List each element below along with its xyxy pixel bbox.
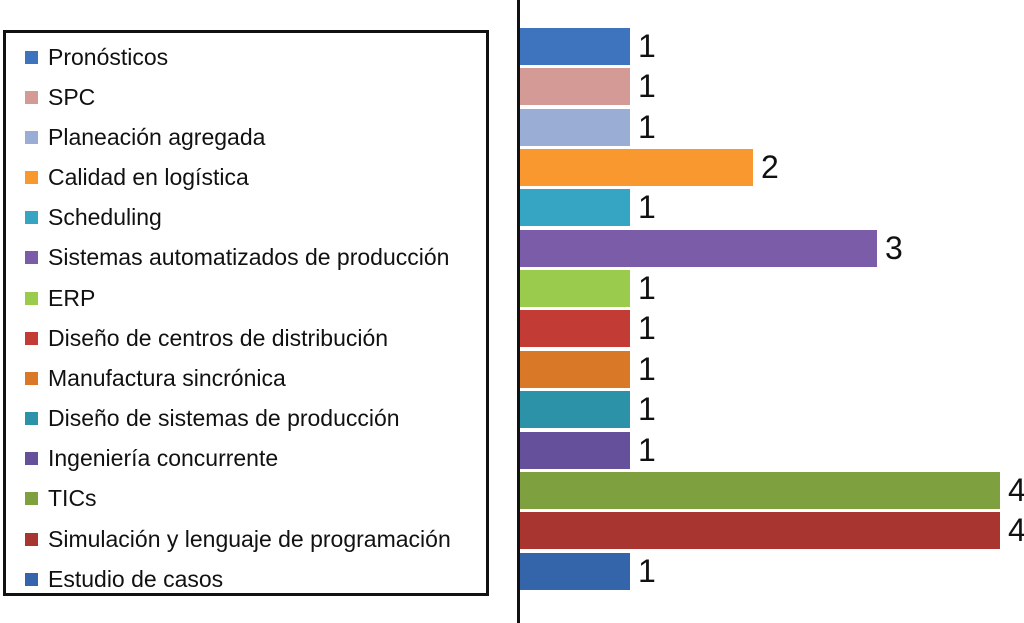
legend-swatch-icon: [25, 452, 38, 466]
bar-row: 2: [520, 149, 1024, 186]
legend-item-label: SPC: [48, 83, 96, 110]
legend-item-label: TICs: [48, 485, 97, 512]
legend-item: Ingeniería concurrente: [25, 445, 279, 472]
bar-value-label: 1: [638, 553, 656, 589]
bar-row: 4: [520, 472, 1024, 509]
bar-value-label: 1: [638, 310, 656, 346]
bar-value-label: 1: [638, 351, 656, 387]
bar-value-label: 1: [638, 28, 656, 64]
bar-value-label: 3: [885, 230, 903, 266]
legend-swatch-icon: [25, 412, 38, 426]
plot-area: 1 1 1 2 1 3 1 1 1 1 1 4 4 1: [520, 0, 1024, 623]
legend-item-label: Manufactura sincrónica: [48, 364, 286, 391]
legend-swatch-icon: [25, 130, 38, 144]
bar-value-label: 4: [1008, 512, 1024, 548]
bar: [520, 68, 630, 105]
bar-value-label: 1: [638, 109, 656, 145]
bar-value-label: 1: [638, 270, 656, 306]
bar-value-label: 2: [761, 149, 779, 185]
legend-item-label: Diseño de centros de distribución: [48, 324, 389, 351]
bar-row: 4: [520, 512, 1024, 549]
legend-swatch-icon: [25, 532, 38, 546]
bar-row: 1: [520, 28, 1024, 65]
bar-value-label: 1: [638, 432, 656, 468]
bar: [520, 270, 630, 307]
legend-item-label: ERP: [48, 284, 96, 311]
legend-swatch-icon: [25, 211, 38, 225]
bar: [520, 109, 630, 146]
bar: [520, 512, 1000, 549]
legend-item: Pronósticos: [25, 44, 168, 70]
bar-value-label: 4: [1008, 472, 1024, 508]
legend-item: ERP: [25, 285, 95, 311]
y-axis-line: [517, 0, 520, 623]
legend-item: TICs: [25, 485, 97, 512]
legend-swatch-icon: [25, 50, 38, 64]
legend-item: Calidad en logística: [25, 164, 249, 191]
legend-item-label: Diseño de sistemas de producción: [48, 405, 400, 432]
bar: [520, 391, 630, 428]
bar-value-label: 1: [638, 391, 656, 427]
bar: [520, 28, 630, 65]
legend-swatch-icon: [25, 371, 38, 385]
bar-row: 1: [520, 109, 1024, 146]
bar-row: 1: [520, 68, 1024, 105]
legend-item: Simulación y lenguaje de programación: [25, 526, 451, 552]
bar-row: 1: [520, 553, 1024, 590]
legend-swatch-icon: [25, 90, 38, 104]
legend-swatch-icon: [25, 251, 38, 265]
legend: Pronósticos SPC Planeación agregada Calidad…: [3, 30, 489, 596]
legend-swatch-icon: [25, 171, 38, 184]
bar-row: 1: [520, 270, 1024, 307]
bar-row: 1: [520, 189, 1024, 226]
legend-item: Manufactura sincrónica: [25, 365, 286, 391]
legend-item: Sistemas automatizados de producción: [25, 244, 450, 271]
bar-row: 1: [520, 310, 1024, 347]
legend-item: Estudio de casos: [25, 566, 223, 592]
bar-row: 3: [520, 230, 1024, 267]
legend-item: Scheduling: [25, 204, 162, 231]
legend-item-label: Scheduling: [48, 204, 162, 231]
bar: [520, 351, 630, 388]
bar: [520, 553, 630, 590]
legend-swatch-icon: [25, 572, 38, 586]
bar-row: 1: [520, 432, 1024, 469]
legend-item: Diseño de centros de distribución: [25, 325, 388, 351]
legend-swatch-icon: [25, 291, 38, 305]
bar-row: 1: [520, 391, 1024, 428]
bar: [520, 149, 753, 186]
bar-value-label: 1: [638, 68, 656, 104]
legend-swatch-icon: [25, 331, 38, 345]
bar: [520, 189, 630, 226]
legend-item-label: Simulación y lenguaje de programación: [48, 525, 451, 552]
bar: [520, 310, 630, 347]
bar: [520, 432, 630, 469]
legend-item-label: Sistemas automatizados de producción: [48, 244, 450, 271]
legend-item: SPC: [25, 84, 95, 110]
legend-item-label: Planeación agregada: [48, 123, 266, 150]
legend-item: Planeación agregada: [25, 124, 265, 150]
bar: [520, 230, 877, 267]
legend-item: Diseño de sistemas de producción: [25, 405, 400, 432]
legend-item-label: Estudio de casos: [48, 565, 224, 592]
legend-swatch-icon: [25, 492, 38, 506]
legend-item-label: Ingeniería concurrente: [48, 445, 279, 472]
bar-row: 1: [520, 351, 1024, 388]
bar-value-label: 1: [638, 189, 656, 225]
bar: [520, 472, 1000, 509]
legend-item-label: Calidad en logística: [48, 164, 249, 190]
legend-item-label: Pronósticos: [48, 43, 169, 70]
